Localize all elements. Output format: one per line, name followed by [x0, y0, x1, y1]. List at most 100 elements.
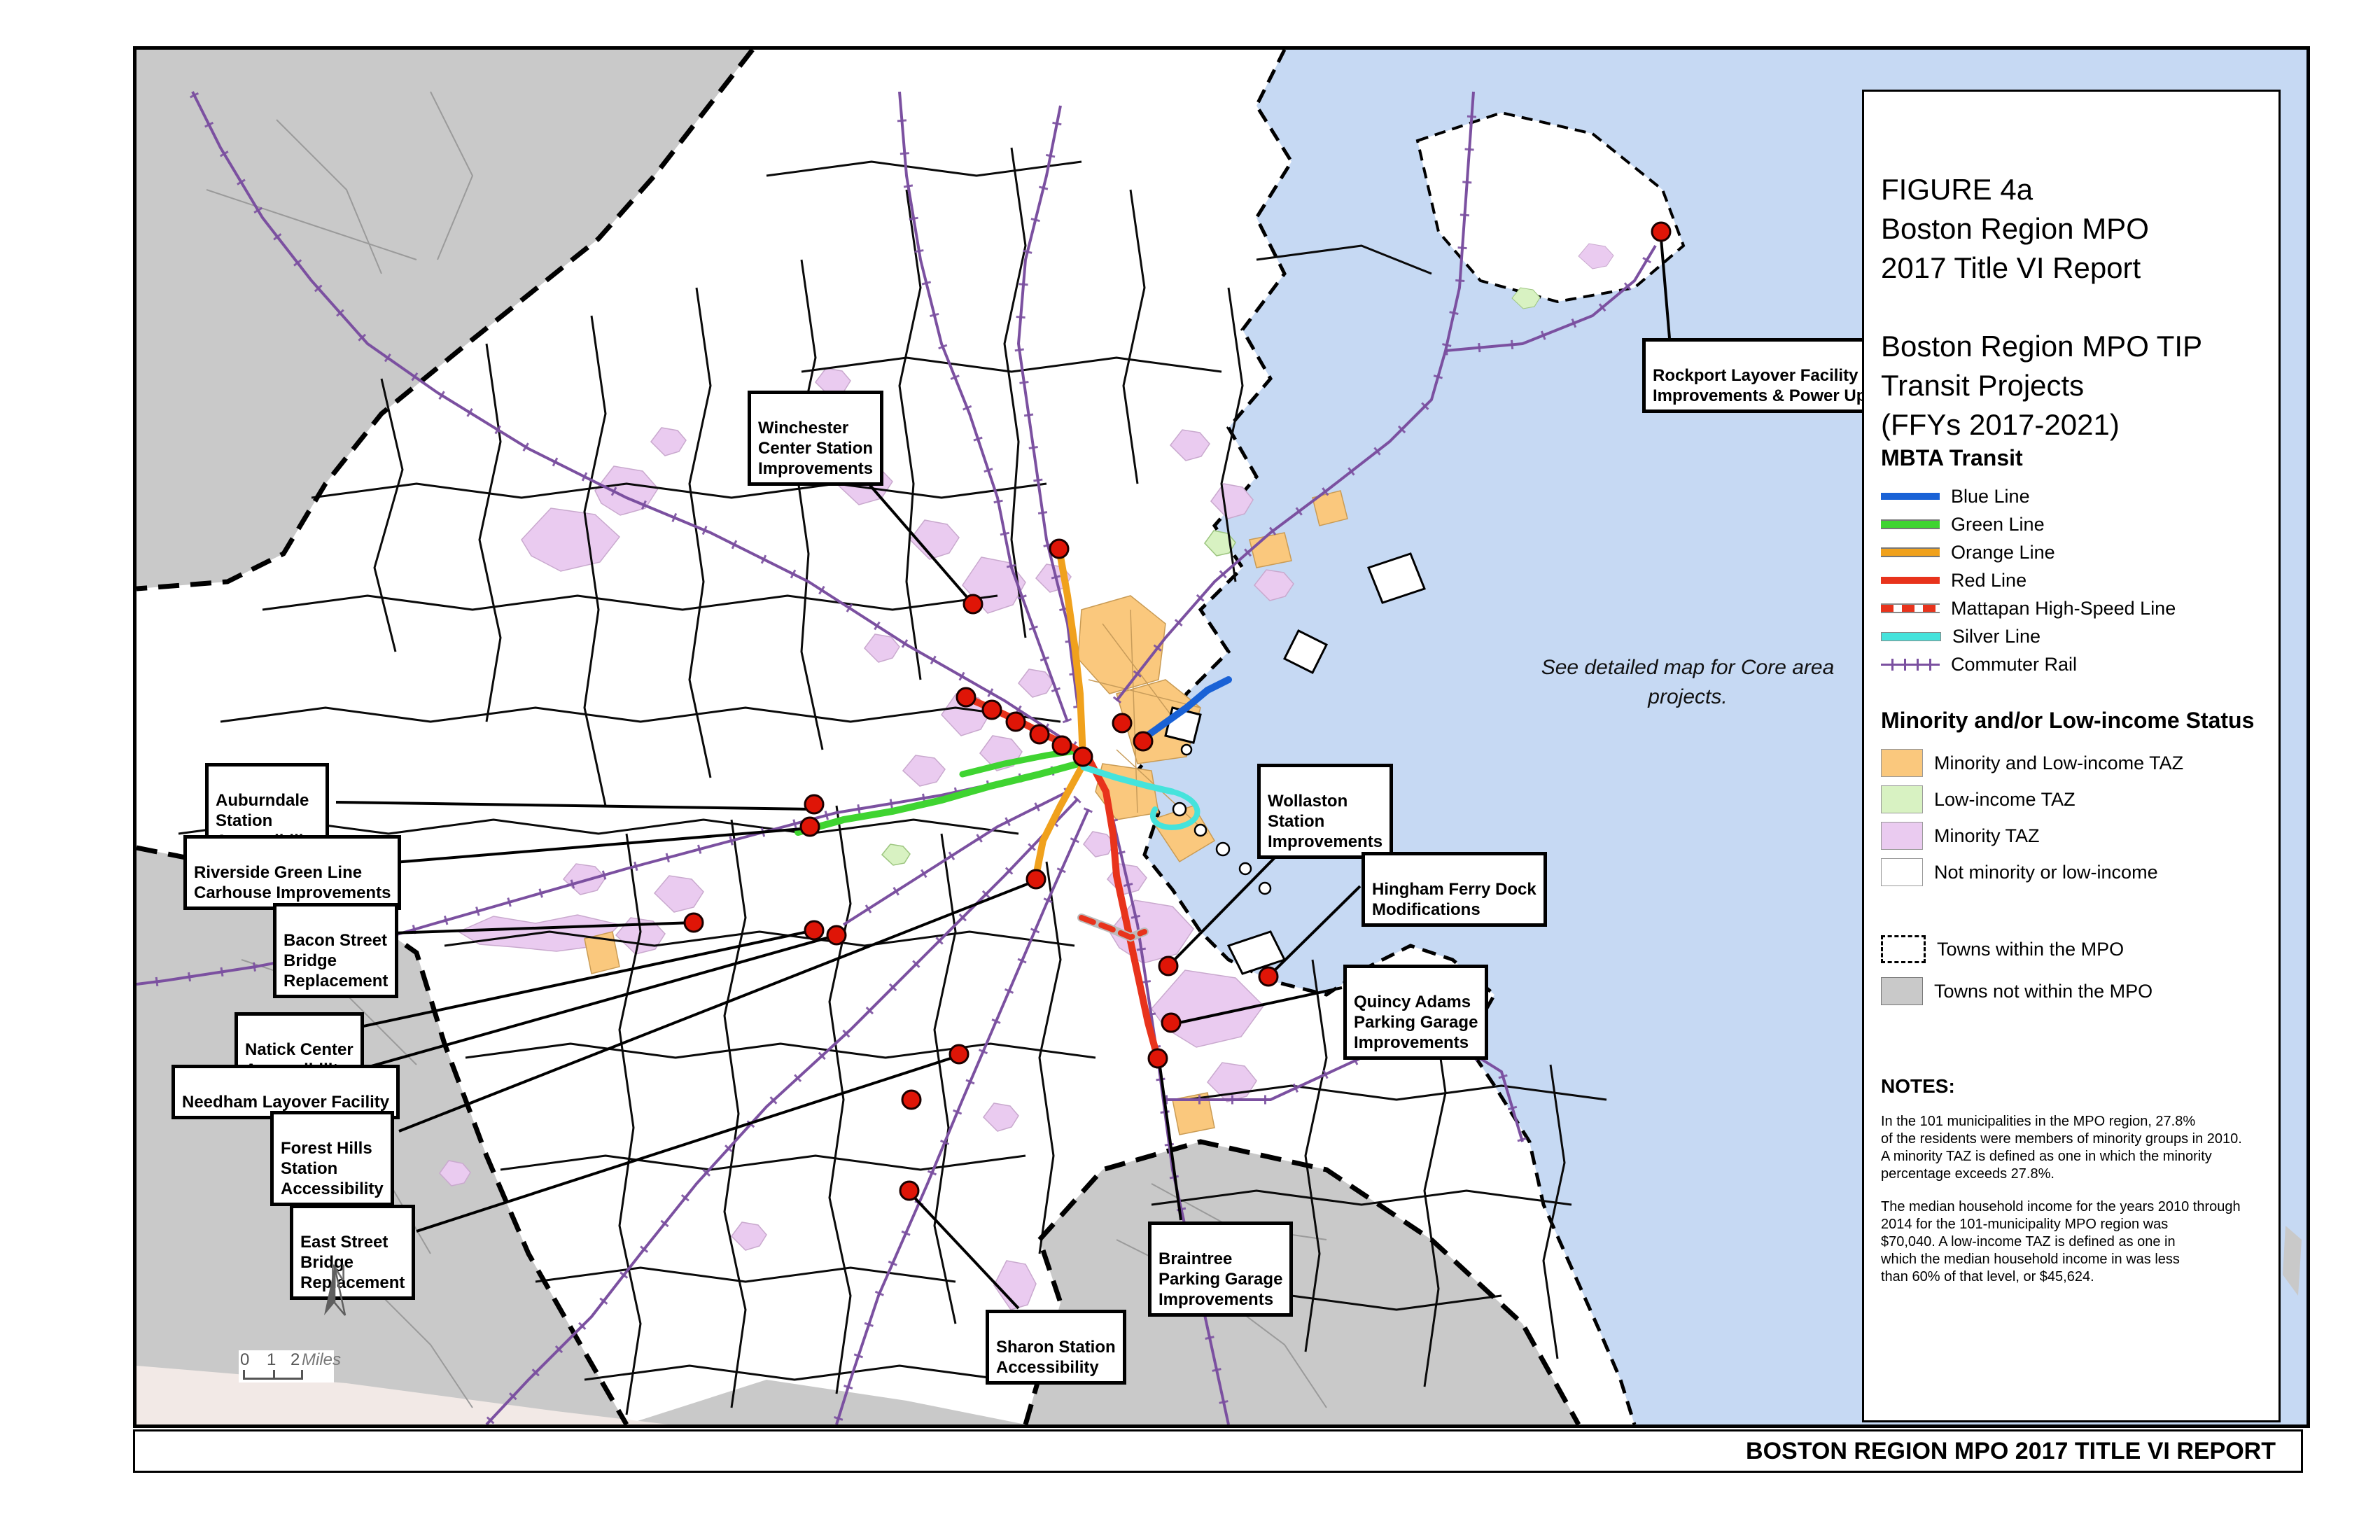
towns-legend: Towns within the MPO Towns not within th… — [1881, 928, 2266, 1012]
callout-label: East Street Bridge Replacement — [300, 1233, 405, 1292]
town-boundaries — [178, 147, 1607, 1415]
notes-section: NOTES: In the 101 municipalities in the … — [1881, 1075, 2266, 1286]
transit-line-swatch — [1881, 631, 1941, 641]
callout-label: Quincy Adams Parking Garage Improvements — [1354, 993, 1478, 1052]
taz-color-swatch — [1881, 822, 1923, 850]
scale-bar-rule — [243, 1370, 303, 1380]
legend-label: Blue Line — [1951, 485, 2030, 507]
callout-label: Rockport Layover Facility Improvements &… — [1653, 366, 1921, 405]
blue-line — [1134, 676, 1232, 746]
legend-row: Red Line — [1881, 566, 2266, 594]
legend-row: Green Line — [1881, 510, 2266, 538]
callout-label: Forest Hills Station Accessibility — [281, 1139, 384, 1198]
coastline — [1135, 50, 1637, 1424]
transit-line-swatch — [1881, 577, 1940, 584]
scale-tick-2: 2 — [290, 1350, 300, 1369]
notes-paragraph-2: The median household income for the year… — [1881, 1199, 2241, 1284]
project-callout: Riverside Green Line Carhouse Improvemen… — [183, 835, 402, 910]
legend-panel: FIGURE 4a Boston Region MPO 2017 Title V… — [1862, 90, 2281, 1422]
legend-label: Minority and Low-income TAZ — [1934, 752, 2184, 774]
scale-bar: 0 1 2 Miles — [239, 1350, 341, 1382]
mattapan-line — [1079, 915, 1147, 941]
legend-label: Green Line — [1951, 513, 2045, 535]
legend-row: Minority TAZ — [1881, 818, 2266, 854]
town-type-swatch — [1881, 977, 1923, 1005]
project-callout: Braintree Parking Garage Improvements — [1148, 1222, 1294, 1317]
project-callout: Winchester Center Station Improvements — [748, 391, 884, 486]
taz-color-swatch — [1881, 785, 1923, 813]
project-callout: Wollaston Station Improvements — [1257, 764, 1394, 859]
figure-title: FIGURE 4a Boston Region MPO 2017 Title V… — [1881, 173, 2203, 441]
north-arrow-icon — [324, 1266, 346, 1316]
callout-label: Sharon Station Accessibility — [996, 1338, 1116, 1377]
mbta-legend-heading: MBTA Transit — [1881, 445, 2023, 470]
legend-row: Towns not within the MPO — [1881, 970, 2266, 1012]
transit-line-swatch — [1881, 547, 1940, 557]
callout-label: Needham Layover Facility — [182, 1093, 390, 1112]
callout-label: Winchester Center Station Improvements — [758, 419, 874, 478]
legend-row: Mattapan High-Speed Line — [1881, 594, 2266, 622]
footer-bar: BOSTON REGION MPO 2017 TITLE VI REPORT — [133, 1429, 2303, 1473]
legend-label: Towns not within the MPO — [1934, 980, 2153, 1002]
callout-label: Hingham Ferry Dock Modifications — [1372, 880, 1536, 919]
minority-legend-heading: Minority and/or Low-income Status — [1881, 708, 2255, 733]
green-line — [794, 759, 1087, 836]
legend-row: Commuter Rail — [1881, 650, 2266, 678]
legend-label: Minority TAZ — [1934, 825, 2040, 846]
legend-row: Minority and Low-income TAZ — [1881, 745, 2266, 781]
legend-label: Orange Line — [1951, 541, 2055, 563]
transit-line-swatch — [1881, 493, 1940, 500]
mbta-legend-rows: Blue Line Green Line Orange Line Red Lin… — [1881, 482, 2266, 678]
legend-row: Low-income TAZ — [1881, 781, 2266, 818]
legend-label: Towns within the MPO — [1937, 938, 2124, 960]
legend-row: Towns within the MPO — [1881, 928, 2266, 970]
minority-status-legend: Minority and/or Low-income Status Minori… — [1881, 708, 2266, 890]
legend-row: Not minority or low-income — [1881, 854, 2266, 890]
town-type-swatch — [1881, 935, 1926, 963]
project-callout: Quincy Adams Parking Garage Improvements — [1343, 965, 1489, 1060]
legend-row: Orange Line — [1881, 538, 2266, 566]
taz-color-swatch — [1881, 749, 1923, 777]
legend-label: Commuter Rail — [1951, 653, 2078, 675]
commuter-rail-lines — [136, 90, 1660, 1424]
transit-line-swatch — [1881, 519, 1940, 529]
transit-line-swatch — [1881, 603, 1940, 613]
scale-unit: Miles — [302, 1350, 342, 1369]
project-callout: Needham Layover Facility — [172, 1065, 400, 1119]
silver-line — [1080, 764, 1176, 795]
legend-label: Red Line — [1951, 569, 2027, 591]
mbta-transit-legend: MBTA Transit Blue Line Green Line Orange… — [1881, 445, 2266, 678]
project-location-dots — [683, 221, 1672, 1201]
footer-title: BOSTON REGION MPO 2017 TITLE VI REPORT — [1746, 1438, 2276, 1464]
legend-row: Silver Line — [1881, 622, 2266, 650]
callout-label: Riverside Green Line Carhouse Improvemen… — [194, 863, 391, 902]
callouts-layer: Winchester Center Station Improvements R… — [136, 50, 2306, 1424]
callout-label: Wollaston Station Improvements — [1268, 792, 1383, 851]
project-callout: Forest Hills Station Accessibility — [270, 1111, 394, 1206]
project-callout: Bacon Street Bridge Replacement — [273, 903, 399, 998]
notes-heading: NOTES: — [1881, 1075, 1955, 1097]
taz-color-swatch — [1881, 858, 1923, 886]
core-area-note: See detailed map for Core area projects. — [1541, 656, 1835, 708]
mbta-transit-lines — [794, 545, 1232, 1062]
minority-legend-rows: Minority and Low-income TAZ Low-income T… — [1881, 745, 2266, 890]
scale-tick-1: 1 — [267, 1350, 276, 1369]
project-callout: Hingham Ferry Dock Modifications — [1362, 852, 1547, 927]
callout-label: Bacon Street Bridge Replacement — [284, 931, 388, 990]
callout-leader-lines — [335, 238, 1671, 1310]
legend-row: Blue Line — [1881, 482, 2266, 510]
notes-paragraph-1: In the 101 municipalities in the MPO reg… — [1881, 1114, 2242, 1182]
orange-line — [1056, 545, 1086, 760]
legend-label: Mattapan High-Speed Line — [1951, 597, 2176, 619]
legend-label: Not minority or low-income — [1934, 861, 2158, 883]
legend-label: Silver Line — [1952, 625, 2041, 647]
legend-label: Low-income TAZ — [1934, 788, 2076, 810]
callout-label: Braintree Parking Garage Improvements — [1158, 1250, 1283, 1309]
north-arrow: N — [317, 1261, 359, 1346]
transit-line-swatch — [1881, 658, 1940, 671]
low-income-taz-areas — [881, 530, 1236, 866]
project-callout: Sharon Station Accessibility — [986, 1310, 1126, 1385]
scale-tick-0: 0 — [240, 1350, 250, 1369]
cape-ann-and-islands — [1164, 111, 1686, 975]
